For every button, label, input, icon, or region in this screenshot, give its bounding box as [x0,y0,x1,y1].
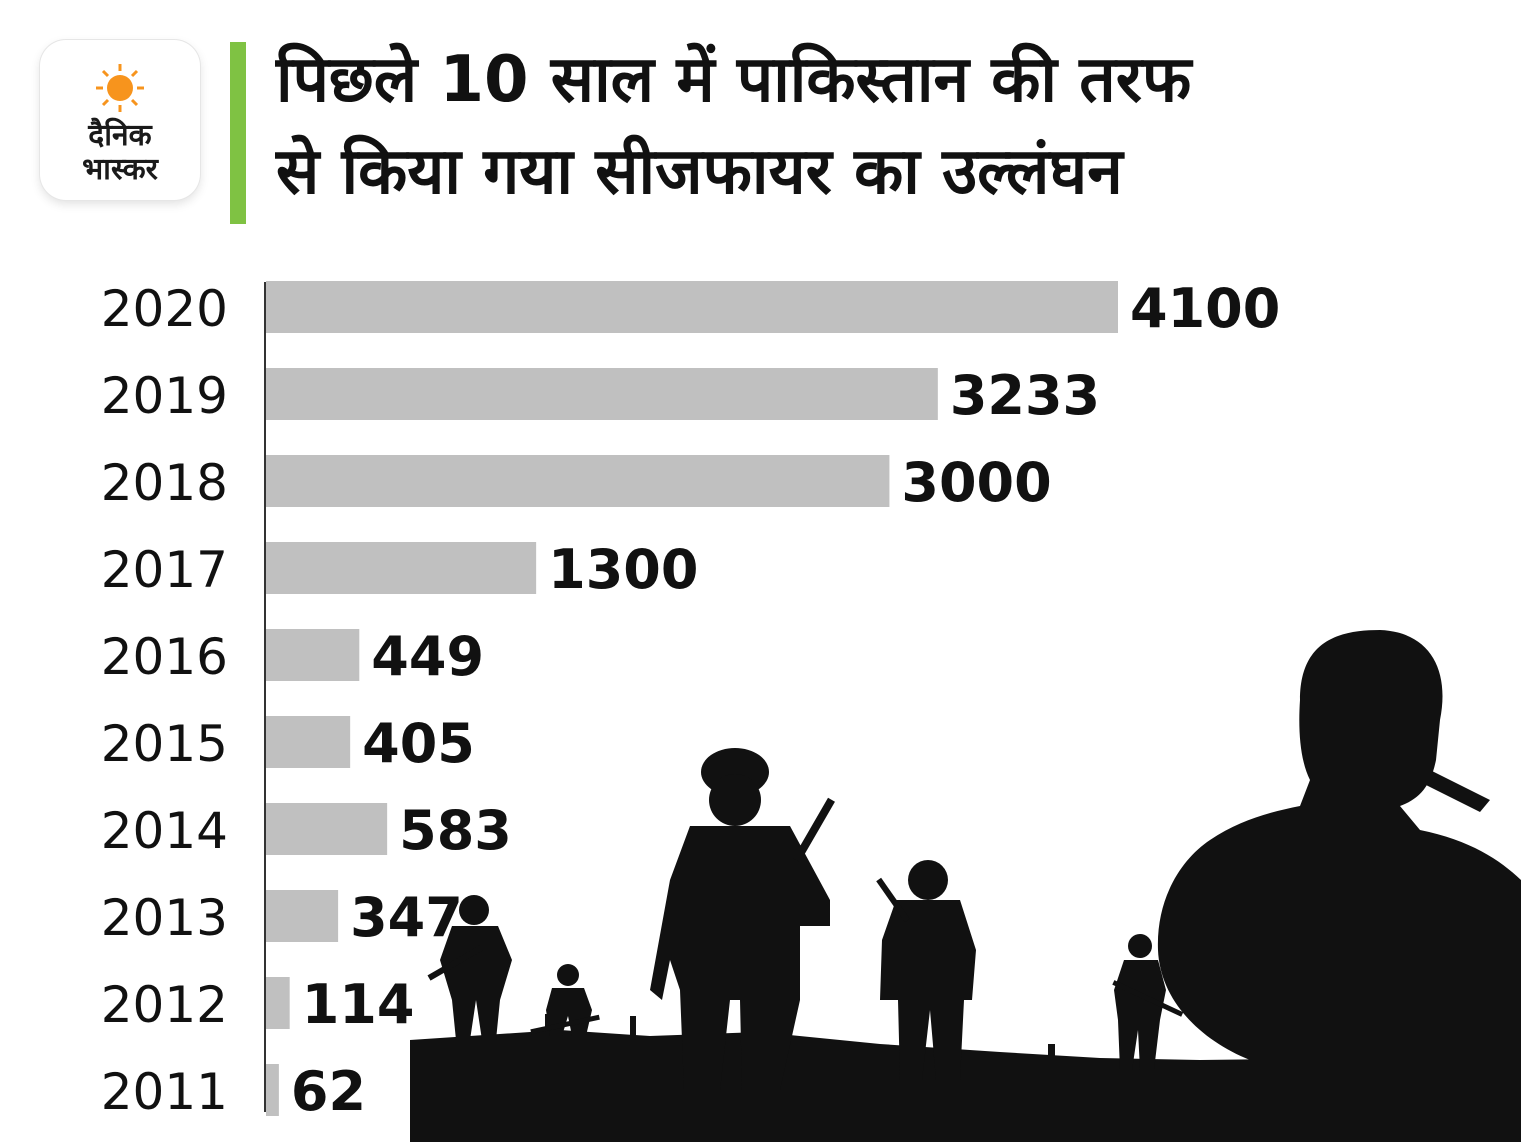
sun-icon [96,64,144,112]
logo-text-line2: भास्कर [82,152,158,187]
bar-2014 [266,803,388,855]
logo-text-line1: दैनिक [88,118,152,153]
category-label-2015: 2015 [101,715,228,773]
category-label-2020: 2020 [101,280,228,338]
bar-2015 [266,716,351,768]
category-label-2017: 2017 [101,541,228,599]
data-label-2019: 3233 [950,364,1100,427]
category-label-2019: 2019 [101,367,228,425]
chart-title-line2: से किया गया सीजफायर का उल्लंघन [276,135,1123,209]
category-label-2014: 2014 [101,802,228,860]
bar-2020 [266,281,1118,333]
category-label-2011: 2011 [101,1063,228,1121]
bar-2016 [266,629,360,681]
category-label-2013: 2013 [101,889,228,947]
category-label-2012: 2012 [101,976,228,1034]
data-label-2014: 583 [399,799,512,862]
bar-2013 [266,890,339,942]
data-label-2011: 62 [291,1060,366,1123]
category-label-2016: 2016 [101,628,228,686]
chart-title-line1: पिछले 10 साल में पाकिस्तान की तरफ [276,43,1192,117]
bar-2011 [266,1064,279,1116]
bar-2017 [266,542,537,594]
data-label-2012: 114 [302,973,415,1036]
data-label-2015: 405 [362,712,475,775]
chart-title: पिछले 10 साल में पाकिस्तान की तरफ से किय… [276,34,1496,218]
brand-logo: दैनिक भास्कर [40,40,200,200]
bar-2012 [266,977,290,1029]
data-label-2020: 4100 [1130,277,1280,340]
category-label-2018: 2018 [101,454,228,512]
data-label-2016: 449 [371,625,484,688]
bar-2019 [266,368,938,420]
data-label-2018: 3000 [901,451,1051,514]
title-accent-bar [230,42,246,224]
data-label-2013: 347 [350,886,463,949]
data-label-2017: 1300 [548,538,698,601]
bar-2018 [266,455,890,507]
